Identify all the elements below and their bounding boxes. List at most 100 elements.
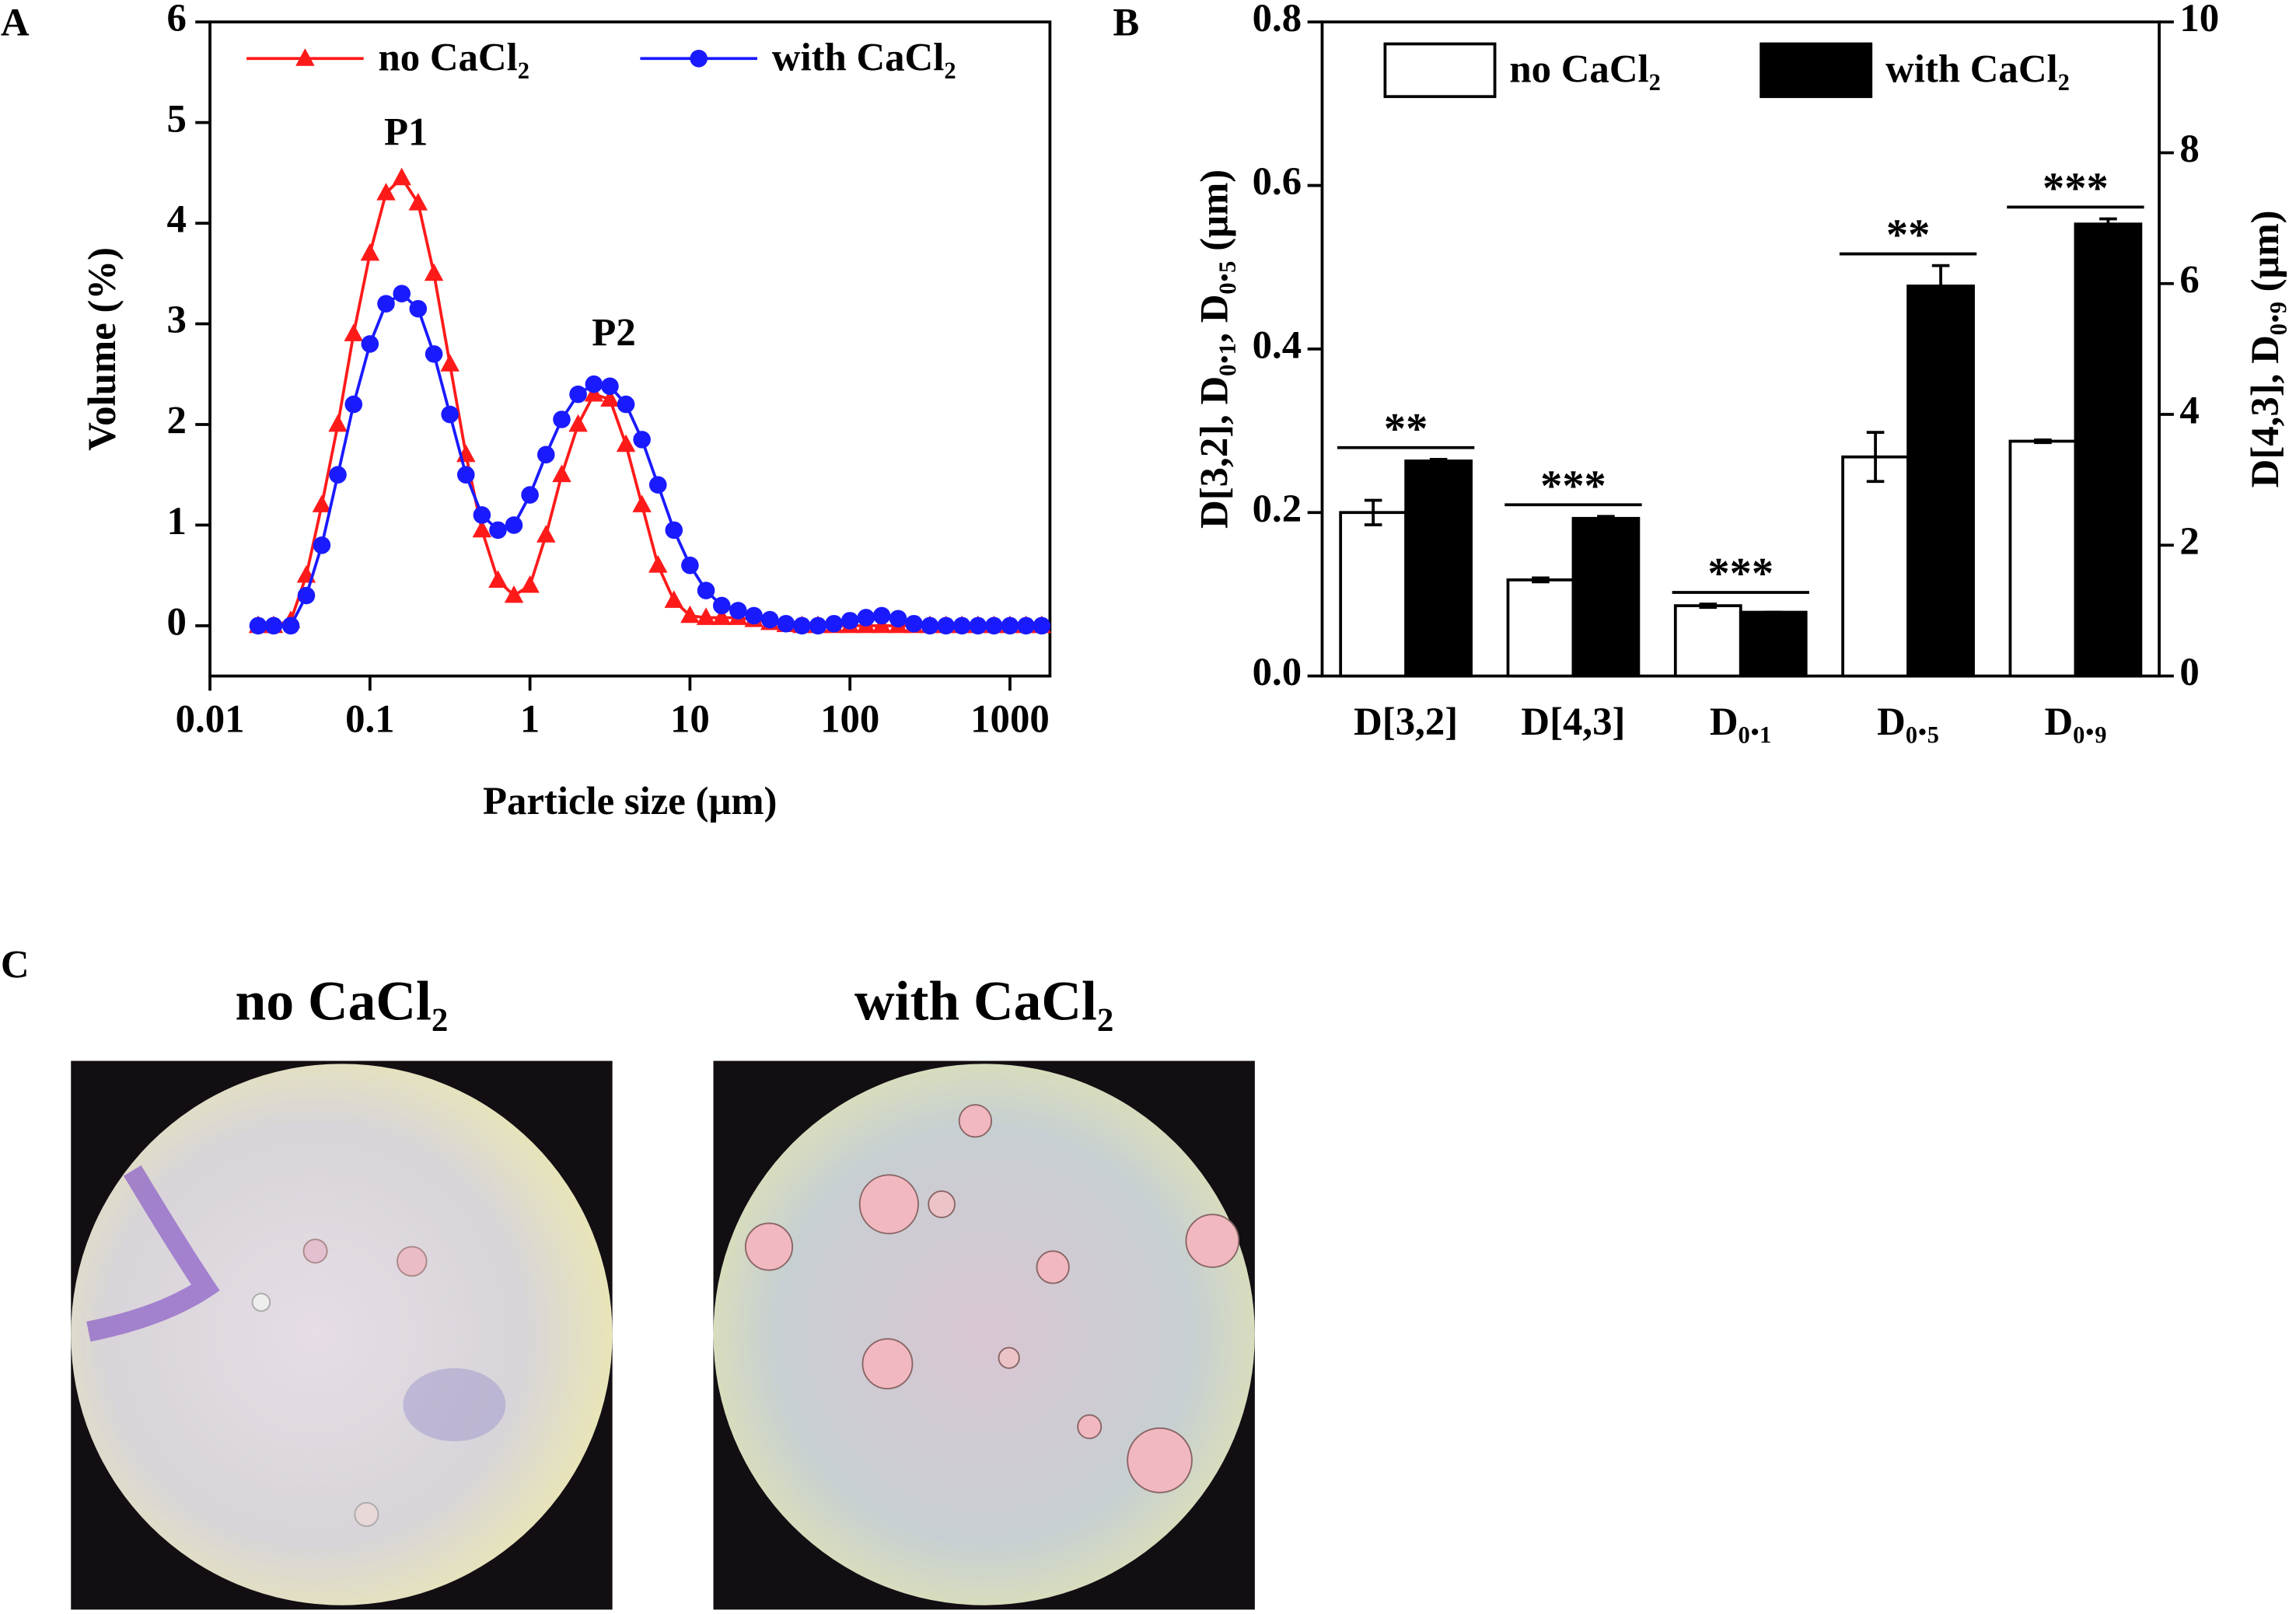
legend-swatch (1383, 42, 1497, 99)
marker (360, 243, 380, 261)
image-title: no CaCl₂ (236, 970, 449, 1032)
marker (921, 617, 939, 635)
marker (489, 521, 507, 540)
marker (697, 582, 715, 599)
x-axis-label: Particle size (μm) (483, 779, 778, 823)
marker (760, 610, 779, 629)
marker (536, 525, 556, 543)
x-tick-label: 1 (520, 697, 540, 740)
marker (952, 617, 971, 635)
marker (712, 596, 731, 615)
y-tick-label: 0.2 (1253, 487, 1302, 530)
marker (905, 614, 923, 633)
error-bar (2034, 438, 2052, 445)
bar (2008, 439, 2078, 678)
legend-marker (690, 49, 708, 68)
marker (840, 612, 859, 630)
marker (1033, 617, 1051, 635)
error-bar (2099, 217, 2117, 231)
y-tick-label: 2 (167, 399, 187, 442)
marker (249, 617, 267, 635)
marker (633, 431, 651, 449)
marker (777, 614, 795, 633)
marker (297, 586, 316, 605)
marker (488, 570, 508, 588)
y-tick-label: 5 (167, 96, 187, 140)
y2-tick-label: 2 (2179, 519, 2199, 563)
y-tick-label: 0.6 (1253, 159, 1302, 203)
marker (313, 536, 331, 554)
marker (521, 486, 539, 504)
marker (329, 466, 347, 484)
marker (872, 606, 891, 625)
bar (1739, 610, 1808, 678)
marker (312, 494, 332, 512)
marker (505, 516, 523, 534)
y-axis-label: D[3,2], D₀.₁, D₀.₅ (μm) (1192, 169, 1235, 529)
marker (648, 476, 667, 494)
bar (1906, 285, 1975, 678)
marker (1001, 617, 1019, 635)
bar (1673, 604, 1742, 678)
x-tick-label: D₀.₁ (1710, 700, 1772, 743)
marker (681, 556, 699, 575)
marker (440, 354, 460, 372)
y-tick-label: 1 (167, 499, 187, 543)
panel-label: B (1113, 1, 1139, 44)
marker (424, 263, 444, 281)
x-tick-label: 1000 (970, 697, 1050, 740)
plot-frame (208, 20, 1052, 678)
marker (409, 299, 428, 318)
x-tick-label: D[4,3] (1521, 700, 1625, 743)
panel-label: C (1, 943, 30, 987)
significance-label: *** (1707, 550, 1774, 598)
bar (1339, 511, 1408, 678)
marker (985, 617, 1003, 635)
marker (264, 617, 283, 635)
marker (729, 602, 747, 620)
marker (1017, 617, 1035, 635)
marker (680, 605, 700, 624)
marker (473, 506, 491, 524)
marker (857, 609, 875, 627)
error-bar (1532, 576, 1550, 584)
x-tick-label: D[3,2] (1354, 700, 1458, 743)
y-tick-label: 0.0 (1253, 650, 1302, 693)
marker (361, 335, 379, 353)
x-tick-label: D₀.₅ (1877, 700, 1939, 743)
y2-tick-label: 0 (2179, 650, 2199, 693)
bar (1571, 516, 1641, 678)
marker (536, 445, 555, 464)
marker (569, 385, 587, 404)
marker (664, 590, 684, 608)
y-tick-label: 3 (167, 298, 187, 341)
panel-label: A (1, 1, 30, 44)
marker (441, 405, 459, 424)
x-tick-label: 0.01 (176, 697, 245, 740)
marker (665, 521, 683, 540)
annotation: P2 (592, 311, 635, 355)
error-bar (1429, 457, 1448, 464)
y-tick-label: 4 (167, 197, 187, 241)
y-tick-label: 0.8 (1253, 0, 1302, 40)
marker (568, 414, 588, 432)
marker (937, 617, 955, 635)
y2-axis-label: D[4,3], D₀.₉ (μm) (2243, 210, 2287, 487)
marker (825, 614, 843, 633)
bar (1506, 578, 1575, 678)
marker (889, 610, 907, 628)
marker (712, 607, 732, 625)
marker (472, 519, 492, 538)
legend-label: with CaCl₂ (1885, 47, 2070, 91)
marker (328, 414, 348, 432)
marker (600, 389, 620, 407)
marker (408, 193, 428, 211)
annotation: P1 (384, 110, 428, 154)
marker (617, 395, 635, 414)
y-tick-label: 0 (167, 599, 187, 643)
marker (377, 295, 395, 313)
marker (969, 617, 987, 635)
marker (601, 377, 619, 396)
marker (393, 285, 411, 302)
